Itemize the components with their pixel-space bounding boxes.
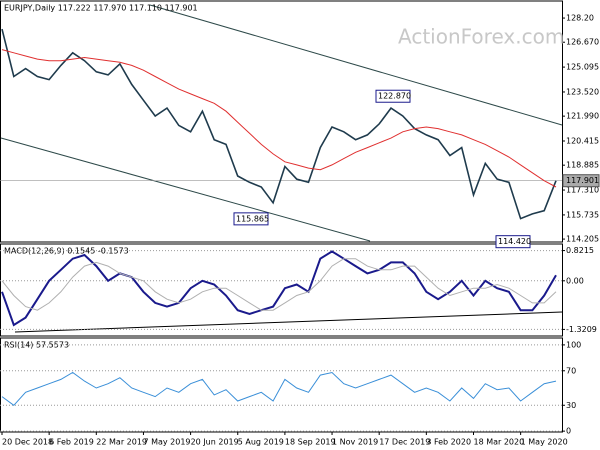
annotation-box bbox=[375, 89, 411, 103]
price-panel bbox=[0, 0, 563, 243]
series-line bbox=[1, 28, 557, 220]
x-tick-label: 1 Nov 2019 bbox=[332, 438, 378, 447]
y-tick-label: 120.415 bbox=[566, 137, 599, 146]
current-price-box bbox=[562, 174, 600, 188]
y-tick-label: 117.310 bbox=[566, 186, 599, 195]
current-price-label: 117.901 bbox=[566, 176, 599, 185]
y-tick-label: 125.095 bbox=[566, 63, 599, 72]
macd-panel bbox=[0, 243, 563, 337]
x-tick-label: 18 Sep 2019 bbox=[285, 438, 336, 447]
x-tick-label: 6 Feb 2019 bbox=[49, 438, 94, 447]
panels bbox=[0, 0, 563, 433]
y-tick-label: 0 bbox=[566, 427, 571, 436]
y-tick-label: 70 bbox=[566, 366, 576, 375]
y-tick-label: 0.8215 bbox=[566, 246, 594, 255]
y-tick-label: 118.885 bbox=[566, 161, 599, 170]
series-line bbox=[1, 49, 557, 188]
y-tick-label: 0.00 bbox=[566, 276, 584, 285]
annotation-label: 114.420 bbox=[498, 237, 531, 246]
x-tick-label: 22 Mar 2019 bbox=[96, 438, 147, 447]
y-tick-label: 126.670 bbox=[566, 38, 599, 47]
x-tick-label: 17 Dec 2019 bbox=[379, 438, 430, 447]
y-tick-label: 30 bbox=[566, 401, 576, 410]
x-tick-label: 3 Feb 2020 bbox=[426, 438, 471, 447]
annotation-label: 122.870 bbox=[378, 92, 411, 101]
rsi-panel bbox=[0, 337, 563, 433]
annotation-box bbox=[495, 235, 531, 249]
channel-lower bbox=[0, 137, 371, 242]
y-tick-label: 100 bbox=[566, 340, 581, 349]
y-tick-label: 128.20 bbox=[566, 14, 594, 23]
series-line bbox=[1, 250, 557, 327]
watermark: ActionForex.com bbox=[398, 25, 564, 49]
y-tick-label: 121.990 bbox=[566, 112, 599, 121]
y-tick-label: 114.205 bbox=[566, 235, 599, 244]
x-tick-label: 20 Jun 2019 bbox=[191, 438, 239, 447]
series-line bbox=[1, 258, 557, 311]
x-tick-label: 1 May 2020 bbox=[521, 438, 568, 447]
series-line bbox=[1, 371, 557, 406]
channel-upper bbox=[149, 4, 563, 126]
x-tick-label: 7 May 2019 bbox=[143, 438, 190, 447]
annotation-box bbox=[233, 212, 269, 226]
y-tick-label: 115.735 bbox=[566, 210, 599, 219]
y-tick-label: -1.3209 bbox=[566, 325, 597, 334]
x-tick-label: 5 Aug 2019 bbox=[238, 438, 284, 447]
annotation-label: 115.865 bbox=[236, 214, 269, 223]
x-tick-label: 18 Mar 2020 bbox=[473, 438, 524, 447]
panel-title: EURJPY,Daily 117.222 117.970 117.110 117… bbox=[4, 4, 198, 13]
macd-trendline bbox=[14, 311, 563, 333]
x-tick-label: 20 Dec 2018 bbox=[2, 438, 53, 447]
y-tick-label: 123.520 bbox=[566, 87, 599, 96]
